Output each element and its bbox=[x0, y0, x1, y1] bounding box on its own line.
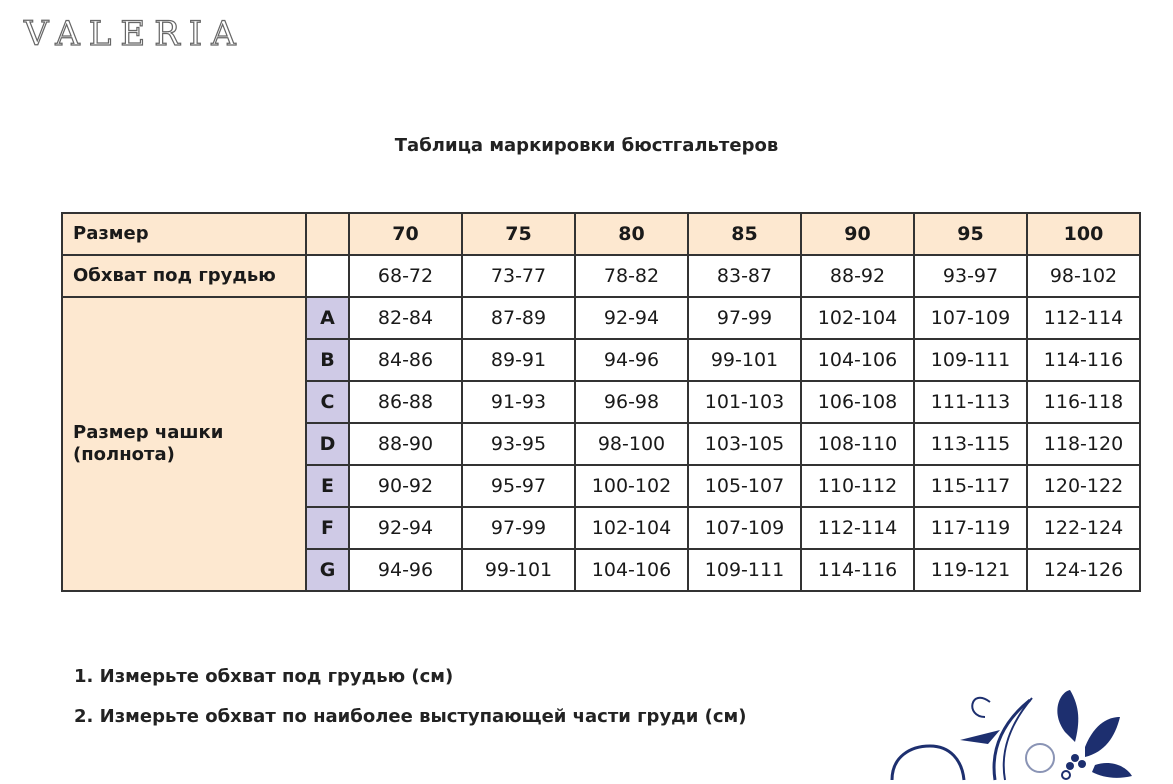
cup-letter: E bbox=[305, 464, 350, 508]
bust-cell: 112-114 bbox=[1026, 296, 1141, 340]
bust-cell: 106-108 bbox=[800, 380, 915, 424]
cup-letter: G bbox=[305, 548, 350, 592]
bust-cell: 101-103 bbox=[687, 380, 802, 424]
bust-cell: 103-105 bbox=[687, 422, 802, 466]
table-row: Размер 70 75 80 85 90 95 100 bbox=[61, 212, 1141, 256]
cup-letter: D bbox=[305, 422, 350, 466]
table-row: B 84-86 89-91 94-96 99-101 104-106 109-111 114-… bbox=[62, 338, 1141, 382]
instruction-1: 1. Измерьте обхват под грудью (см) bbox=[74, 666, 454, 687]
size-header: 90 bbox=[800, 212, 915, 256]
floral-ornament bbox=[890, 690, 1132, 781]
bust-cell: 111-113 bbox=[913, 380, 1028, 424]
bust-cell: 124-126 bbox=[1026, 548, 1141, 592]
empty-cell bbox=[305, 212, 350, 256]
bust-cell: 105-107 bbox=[687, 464, 802, 508]
brand-logo: VALERIA bbox=[23, 13, 245, 54]
bust-cell: 91-93 bbox=[461, 380, 576, 424]
bust-cell: 120-122 bbox=[1026, 464, 1141, 508]
table-row: G 94-96 99-101 104-106 109-111 114-116 119-121… bbox=[62, 548, 1141, 592]
table-row: Размер чашки (полнота) A 82-84 87-89 92-94 97… bbox=[61, 296, 1141, 592]
bust-cell: 93-95 bbox=[461, 422, 576, 466]
bust-cell: 95-97 bbox=[461, 464, 576, 508]
bust-cell: 87-89 bbox=[461, 296, 576, 340]
bust-cell: 99-101 bbox=[461, 548, 576, 592]
size-header: 80 bbox=[574, 212, 689, 256]
bust-cell: 102-104 bbox=[574, 506, 689, 550]
bust-cell: 117-119 bbox=[913, 506, 1028, 550]
bust-cell: 113-115 bbox=[913, 422, 1028, 466]
bust-cell: 96-98 bbox=[574, 380, 689, 424]
bust-cell: 94-96 bbox=[348, 548, 463, 592]
underbust-cell: 83-87 bbox=[687, 254, 802, 298]
underbust-cell: 73-77 bbox=[461, 254, 576, 298]
table-row: D 88-90 93-95 98-100 103-105 108-110 113-115 11… bbox=[62, 422, 1141, 466]
bust-cell: 107-109 bbox=[687, 506, 802, 550]
underbust-label: Обхват под грудью bbox=[61, 254, 307, 298]
bust-cell: 97-99 bbox=[687, 296, 802, 340]
bust-cell: 114-116 bbox=[1026, 338, 1141, 382]
cup-letter: A bbox=[305, 296, 350, 340]
bust-cell: 100-102 bbox=[574, 464, 689, 508]
bust-cell: 98-100 bbox=[574, 422, 689, 466]
bust-cell: 88-90 bbox=[348, 422, 463, 466]
bust-cell: 89-91 bbox=[461, 338, 576, 382]
underbust-cell: 88-92 bbox=[800, 254, 915, 298]
bust-cell: 94-96 bbox=[574, 338, 689, 382]
bust-cell: 114-116 bbox=[800, 548, 915, 592]
table-row: Обхват под грудью 68-72 73-77 78-82 83-87 88-… bbox=[61, 254, 1141, 298]
bust-cell: 84-86 bbox=[348, 338, 463, 382]
bust-cell: 107-109 bbox=[913, 296, 1028, 340]
bust-cell: 112-114 bbox=[800, 506, 915, 550]
page-title: Таблица маркировки бюстгальтеров bbox=[394, 135, 779, 156]
size-header: 85 bbox=[687, 212, 802, 256]
size-table: Размер 70 75 80 85 90 95 100 Обхват под грудью 68… bbox=[61, 212, 1141, 592]
bust-cell: 119-121 bbox=[913, 548, 1028, 592]
empty-cell bbox=[305, 254, 350, 298]
size-header: 70 bbox=[348, 212, 463, 256]
bust-cell: 82-84 bbox=[348, 296, 463, 340]
bust-cell: 109-111 bbox=[687, 548, 802, 592]
instructions: 1. Измерьте обхват под грудью (см) 2. Из… bbox=[74, 666, 746, 746]
bust-cell: 99-101 bbox=[687, 338, 802, 382]
underbust-cell: 78-82 bbox=[574, 254, 689, 298]
underbust-cell: 93-97 bbox=[913, 254, 1028, 298]
cup-label: Размер чашки (полнота) bbox=[61, 296, 307, 592]
bust-cell: 86-88 bbox=[348, 380, 463, 424]
bust-cell: 118-120 bbox=[1026, 422, 1141, 466]
cup-letter: C bbox=[305, 380, 350, 424]
table-row: F 92-94 97-99 102-104 107-109 112-114 117-119 1… bbox=[62, 506, 1141, 550]
cup-letter: B bbox=[305, 338, 350, 382]
table-row: E 90-92 95-97 100-102 105-107 110-112 115-117 1… bbox=[62, 464, 1141, 508]
bust-cell: 116-118 bbox=[1026, 380, 1141, 424]
size-header: 75 bbox=[461, 212, 576, 256]
bust-cell: 104-106 bbox=[800, 338, 915, 382]
size-header: 95 bbox=[913, 212, 1028, 256]
bust-cell: 92-94 bbox=[348, 506, 463, 550]
instruction-2: 2. Измерьте обхват по наиболее выступающ… bbox=[74, 706, 747, 727]
bust-cell: 90-92 bbox=[348, 464, 463, 508]
bust-cell: 110-112 bbox=[800, 464, 915, 508]
bust-cell: 109-111 bbox=[913, 338, 1028, 382]
underbust-cell: 68-72 bbox=[348, 254, 463, 298]
bust-cell: 122-124 bbox=[1026, 506, 1141, 550]
bust-cell: 104-106 bbox=[574, 548, 689, 592]
underbust-cell: 98-102 bbox=[1026, 254, 1141, 298]
cup-letter: F bbox=[305, 506, 350, 550]
size-header: 100 bbox=[1026, 212, 1141, 256]
bust-cell: 97-99 bbox=[461, 506, 576, 550]
bust-cell: 92-94 bbox=[574, 296, 689, 340]
bust-cell: 108-110 bbox=[800, 422, 915, 466]
table-row: C 86-88 91-93 96-98 101-103 106-108 111-113 116… bbox=[62, 380, 1141, 424]
size-label: Размер bbox=[61, 212, 307, 256]
bust-cell: 102-104 bbox=[800, 296, 915, 340]
bust-cell: 115-117 bbox=[913, 464, 1028, 508]
